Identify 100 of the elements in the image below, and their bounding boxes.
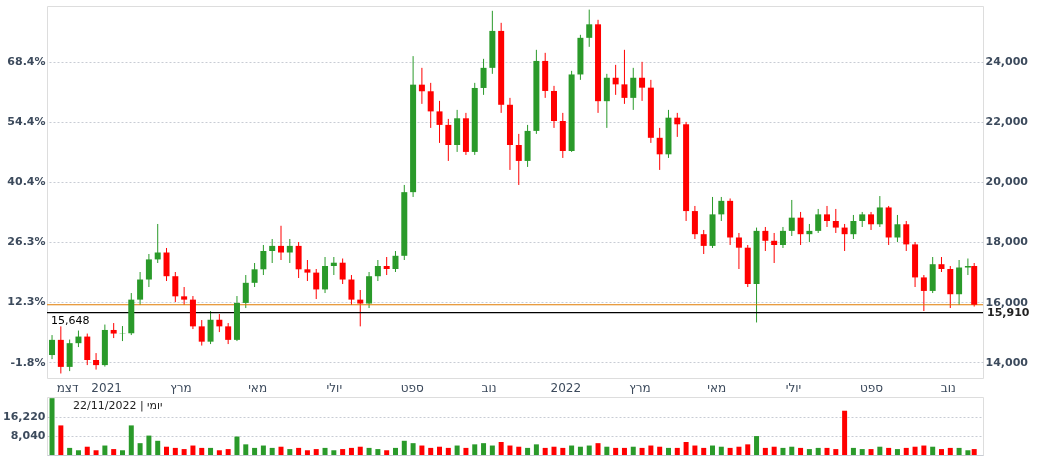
candlestick xyxy=(480,58,487,96)
candlestick xyxy=(674,112,681,138)
bar xyxy=(595,443,601,455)
candlestick xyxy=(771,232,778,264)
candlestick xyxy=(718,196,725,222)
bar xyxy=(437,446,443,455)
bar xyxy=(208,447,214,455)
bar xyxy=(657,446,663,455)
bar xyxy=(586,445,592,455)
bar xyxy=(472,444,478,455)
y-tick-label: 20,000 xyxy=(985,175,1029,189)
candlestick xyxy=(260,244,267,276)
candlestick xyxy=(788,199,795,237)
candlestick xyxy=(304,259,311,282)
x-tick-label: נוב xyxy=(481,380,497,395)
candlestick xyxy=(735,232,742,270)
bar xyxy=(357,446,363,455)
bar xyxy=(665,447,671,455)
x-tick-label: נוב xyxy=(940,380,956,395)
bar xyxy=(489,445,495,455)
bar xyxy=(454,445,460,455)
bar xyxy=(102,445,108,455)
candlestick xyxy=(630,67,637,111)
candlestick xyxy=(762,226,769,252)
candlestick xyxy=(806,223,813,243)
bar xyxy=(842,410,848,455)
candlestick xyxy=(225,322,232,345)
bar xyxy=(630,446,636,455)
bar xyxy=(313,449,319,455)
bar xyxy=(243,444,249,455)
candlestick xyxy=(207,310,214,345)
candlestick xyxy=(894,214,901,243)
bar xyxy=(507,445,513,455)
candlestick xyxy=(295,241,302,279)
candlestick xyxy=(145,253,152,288)
candlestick xyxy=(137,271,144,306)
candlestick xyxy=(278,225,284,261)
annotation: יומי | 22/11/2022 xyxy=(73,399,163,412)
y-tick-label: 24,000 xyxy=(985,55,1029,69)
candlestick xyxy=(339,258,346,285)
y-tick-label: 16,220 xyxy=(3,410,46,424)
x-tick-label: מאי xyxy=(248,380,268,395)
bar xyxy=(789,446,795,455)
bar xyxy=(516,446,522,455)
candlestick xyxy=(832,208,839,234)
y2-tick-label: 54.4% xyxy=(7,115,46,129)
bar xyxy=(181,449,187,455)
bar xyxy=(727,447,733,455)
bar xyxy=(269,447,275,455)
candlestick xyxy=(251,262,258,288)
bar xyxy=(190,445,196,455)
bar xyxy=(287,449,293,455)
candlestick xyxy=(445,118,452,162)
bar xyxy=(921,445,927,455)
y-tick-label: 22,000 xyxy=(985,115,1029,129)
candlestick xyxy=(119,325,126,342)
candlestick xyxy=(330,256,337,276)
bar xyxy=(164,446,170,455)
candlestick xyxy=(357,289,364,327)
bar xyxy=(428,447,434,455)
bar xyxy=(771,446,777,455)
bar xyxy=(93,450,99,455)
candlestick xyxy=(172,271,179,303)
bar xyxy=(533,444,539,455)
candlestick xyxy=(216,313,223,333)
bar xyxy=(938,449,944,455)
bar xyxy=(58,425,64,455)
candlestick xyxy=(841,223,848,252)
candlestick xyxy=(656,127,663,171)
bar xyxy=(850,447,856,455)
candlestick xyxy=(427,82,434,129)
y-tick-label: 14,000 xyxy=(985,355,1029,369)
bar xyxy=(754,436,760,455)
y-tick-label: 18,000 xyxy=(985,235,1029,249)
bar xyxy=(569,445,575,455)
bar xyxy=(912,446,918,455)
bar xyxy=(419,445,425,455)
candlestick xyxy=(639,61,646,102)
bar xyxy=(956,447,962,455)
bar xyxy=(736,446,742,455)
bar xyxy=(745,444,751,455)
bar xyxy=(877,446,883,455)
candlestick xyxy=(964,258,971,276)
bar xyxy=(930,446,936,455)
x-tick-label: מאי xyxy=(707,380,727,395)
bar xyxy=(762,447,768,455)
bar xyxy=(806,449,812,455)
candlestick xyxy=(198,319,205,347)
candlestick xyxy=(700,229,707,255)
candlestick xyxy=(154,223,161,264)
bar xyxy=(172,447,178,455)
candlestick xyxy=(383,256,390,276)
candlestick xyxy=(868,211,875,231)
candlestick xyxy=(691,205,698,240)
x-tick-label: ספט xyxy=(400,380,425,395)
candlestick xyxy=(181,286,188,306)
x-tick-label: יולי xyxy=(326,380,343,395)
candlestick xyxy=(903,220,910,252)
bar xyxy=(947,447,953,455)
candlestick xyxy=(815,208,822,234)
